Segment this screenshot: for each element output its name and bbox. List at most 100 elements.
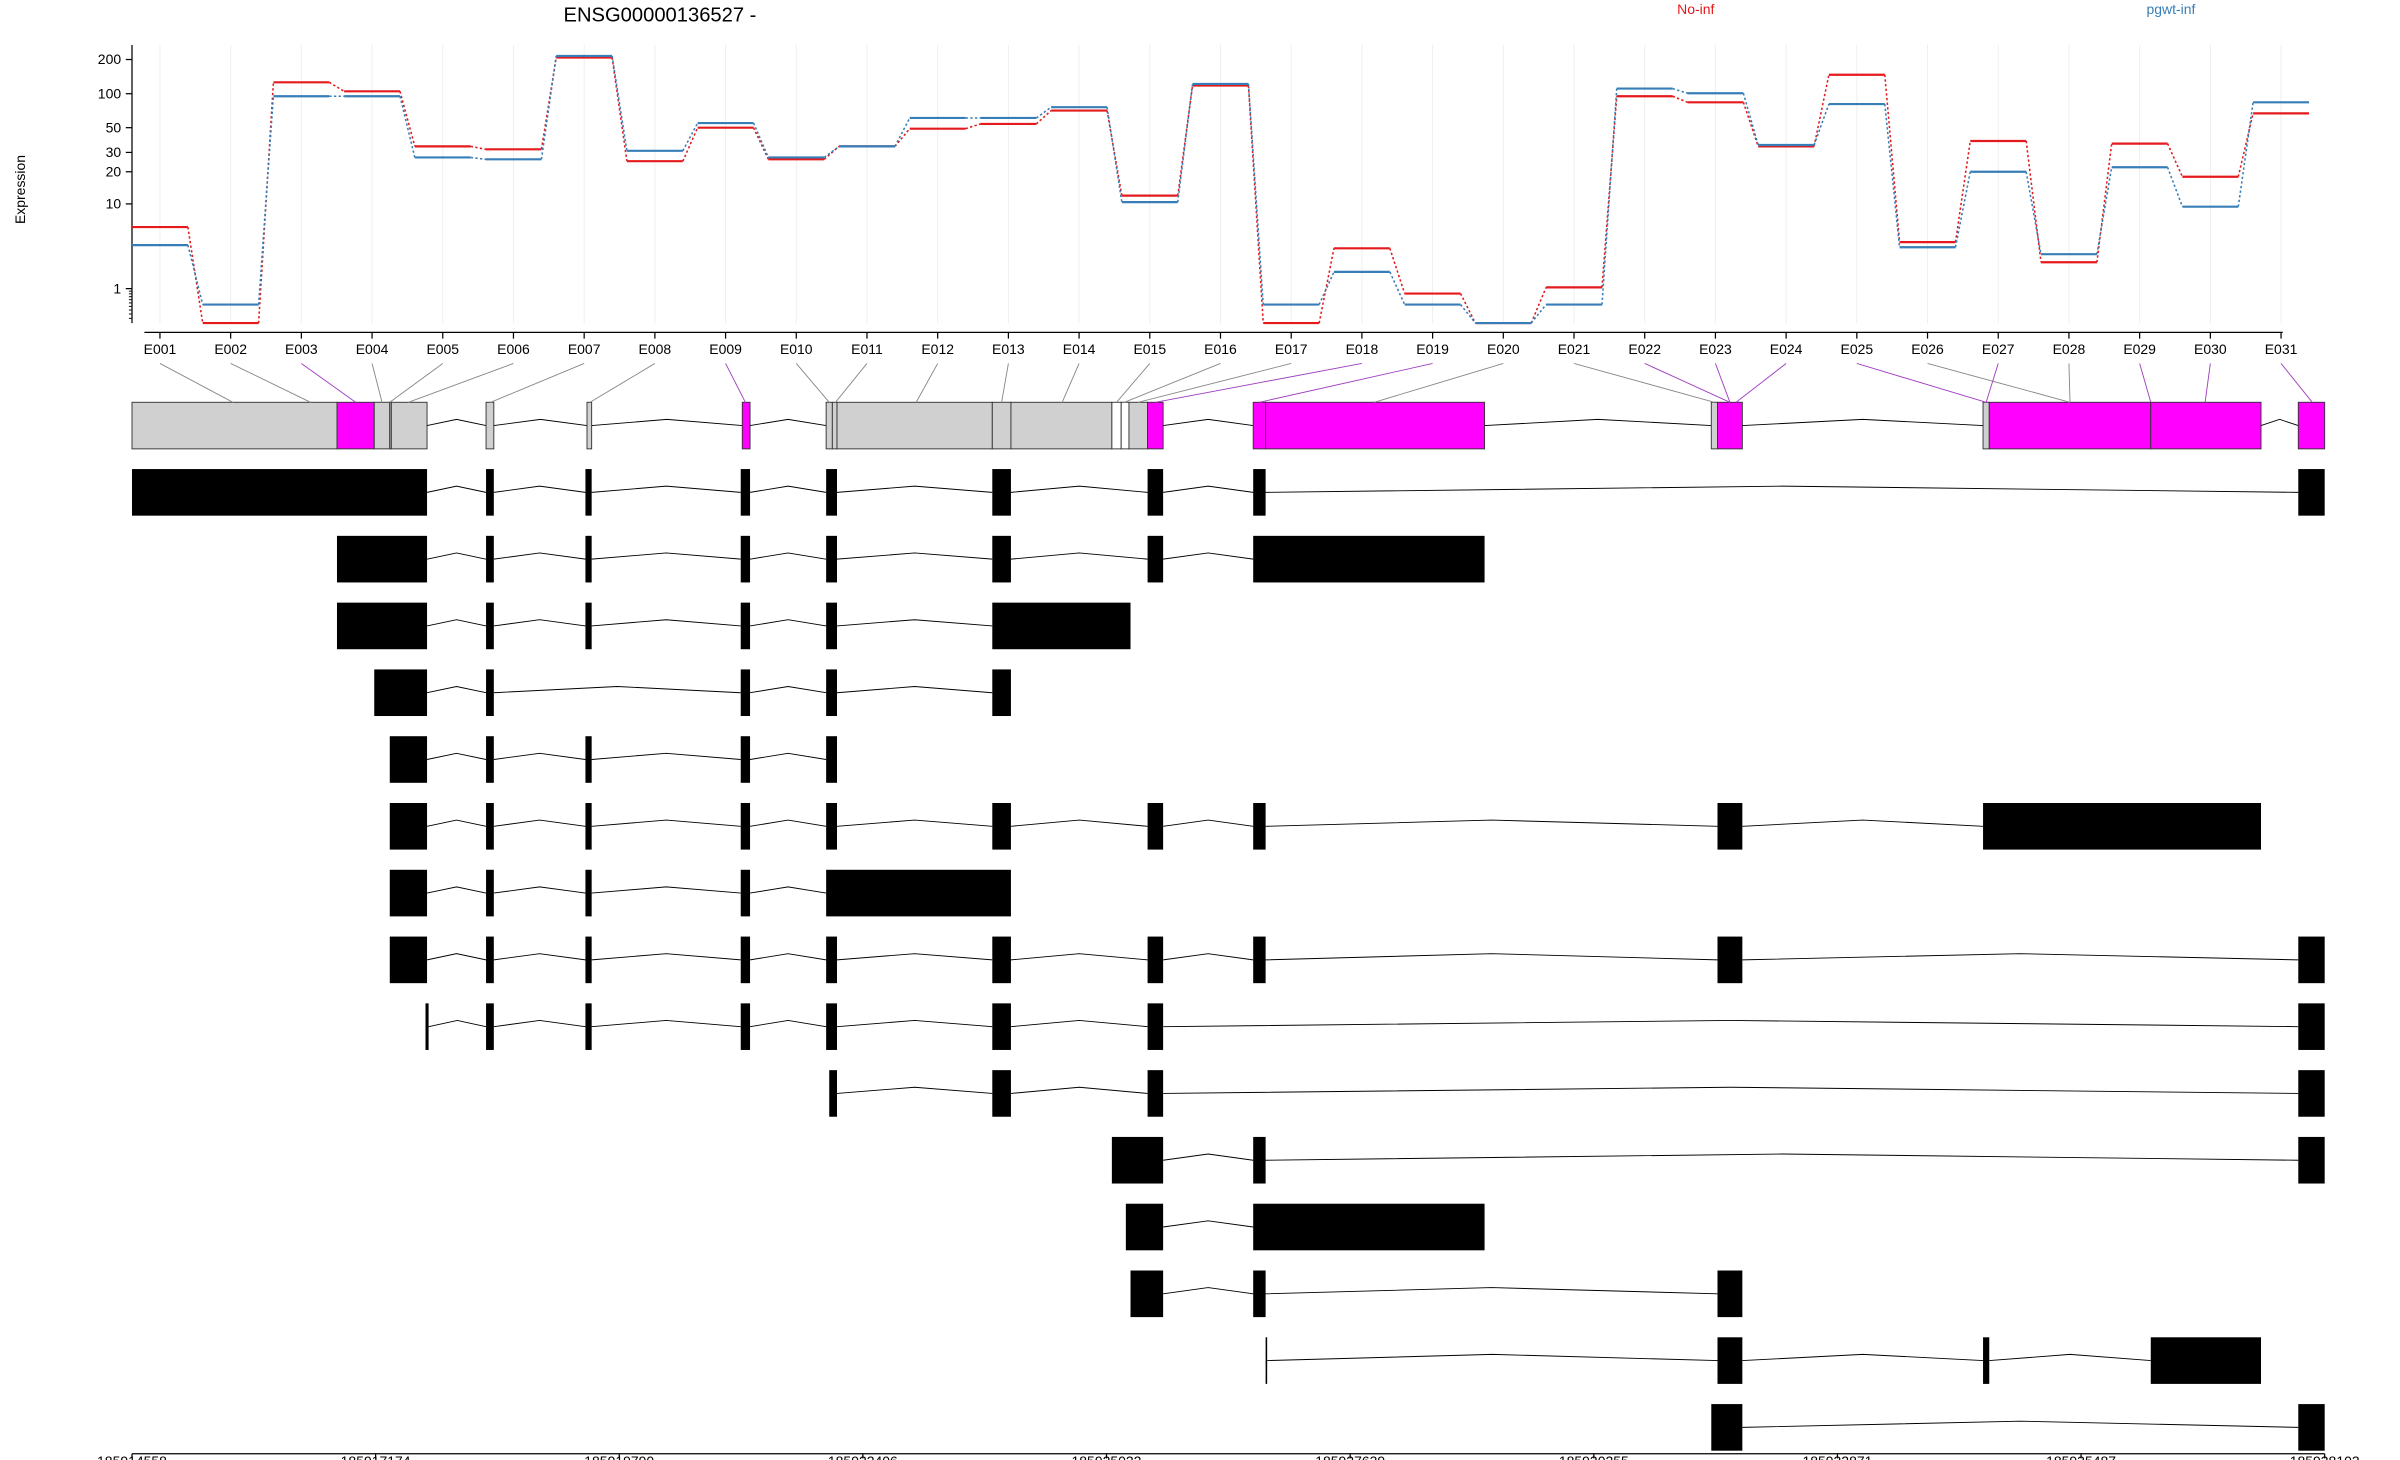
intron xyxy=(1265,953,1718,961)
intron xyxy=(1010,1019,1148,1028)
gene-model-exon xyxy=(2297,401,2326,450)
y-tick-label: 100 xyxy=(98,85,122,101)
transcript-exon xyxy=(1717,803,1743,850)
intron xyxy=(1265,1287,1718,1295)
y-tick-label: 200 xyxy=(98,51,122,67)
transcript-exon xyxy=(1111,1136,1164,1184)
gene-model-exon xyxy=(1147,401,1164,450)
x-tick-label: E015 xyxy=(1133,341,1166,357)
intron xyxy=(426,953,487,961)
transcript-exon xyxy=(1147,469,1164,516)
transcript-exon xyxy=(1147,1003,1164,1050)
x-tick-label: E026 xyxy=(1911,341,1944,357)
x-tick-label: E005 xyxy=(426,341,459,357)
transcript-exon xyxy=(1130,1270,1164,1318)
transcript-exon xyxy=(486,535,494,583)
transcript-exon xyxy=(829,1070,838,1117)
transcript-exon xyxy=(585,1003,592,1050)
gene-model-exon xyxy=(1982,401,1990,450)
y-tick-label: 10 xyxy=(106,196,122,212)
intron xyxy=(493,953,586,961)
exon-link xyxy=(230,363,311,403)
x-tick-label: E002 xyxy=(214,341,247,357)
genome-tick-label: 185917174 xyxy=(341,1453,411,1460)
intron xyxy=(749,953,827,961)
intron xyxy=(1989,1353,2151,1362)
intron xyxy=(591,953,741,961)
transcript-exon xyxy=(389,736,428,783)
transcript-exon xyxy=(740,469,751,516)
gene-model-exon xyxy=(1252,401,1267,450)
transcript-exon xyxy=(425,1003,429,1050)
transcript-exon xyxy=(992,469,1011,516)
genome-tick-label: 185925022 xyxy=(1072,1453,1142,1460)
intron xyxy=(836,552,993,560)
intron xyxy=(749,1019,827,1028)
exon-link xyxy=(915,363,939,403)
transcript-exon xyxy=(1253,469,1266,516)
x-tick-label: E013 xyxy=(992,341,1025,357)
transcript-exon xyxy=(992,1003,1011,1050)
x-tick-label: E025 xyxy=(1841,341,1874,357)
transcript-exon xyxy=(389,936,428,984)
transcript-exon xyxy=(826,936,838,984)
y-tick-label: 50 xyxy=(106,119,122,135)
intron xyxy=(426,819,487,827)
exon-link xyxy=(1374,363,1504,403)
intron xyxy=(749,819,827,827)
gene-model-exon xyxy=(586,401,593,450)
connector xyxy=(187,55,2254,324)
transcript-exon xyxy=(992,669,1011,717)
intron xyxy=(591,752,741,760)
transcript-exon xyxy=(1717,936,1743,984)
legend-label: No-inf xyxy=(1677,1,1714,17)
x-tick-label: E014 xyxy=(1063,341,1096,357)
exon-link xyxy=(1116,363,1151,403)
intron xyxy=(426,619,487,627)
intron xyxy=(591,819,741,827)
exon-link xyxy=(2280,363,2313,403)
intron xyxy=(426,886,487,894)
x-tick-label: E023 xyxy=(1699,341,1732,357)
transcript-exon xyxy=(486,669,494,717)
transcript-exon xyxy=(740,1003,751,1050)
intron xyxy=(1163,1220,1254,1228)
x-tick-label: E024 xyxy=(1770,341,1803,357)
intron xyxy=(591,485,741,493)
transcript-exon xyxy=(486,803,494,850)
transcript-exon xyxy=(740,803,751,850)
transcript-exon xyxy=(2298,1136,2325,1184)
transcript-exon xyxy=(486,936,494,984)
intron xyxy=(426,552,487,560)
exon-link xyxy=(1735,363,1787,403)
intron xyxy=(749,886,827,894)
x-tick-label: E007 xyxy=(568,341,601,357)
intron xyxy=(749,686,827,694)
exon-link xyxy=(2204,363,2211,403)
exon-link xyxy=(159,363,234,403)
intron xyxy=(749,485,827,493)
intron xyxy=(1163,485,1254,493)
gene-model-exon xyxy=(1988,401,2152,450)
gene-model-exon xyxy=(741,401,751,450)
x-tick-label: E008 xyxy=(639,341,672,357)
intron xyxy=(1163,819,1254,827)
intron xyxy=(1265,485,2299,493)
transcript-exon xyxy=(992,1070,1011,1117)
transcript-exon xyxy=(1147,535,1164,583)
transcript-exon xyxy=(389,803,428,850)
transcript-exon xyxy=(131,469,428,516)
x-tick-label: E012 xyxy=(921,341,954,357)
intron xyxy=(836,1019,993,1028)
transcript-exon xyxy=(486,469,494,516)
intron xyxy=(1742,819,1984,827)
x-tick-label: E011 xyxy=(851,341,883,357)
gene-model-exon xyxy=(1111,401,1122,450)
transcript-exon xyxy=(585,936,592,984)
intron xyxy=(591,619,741,627)
intron xyxy=(2260,418,2299,427)
x-tick-label: E022 xyxy=(1628,341,1661,357)
transcript-exon xyxy=(486,1003,494,1050)
transcript-exon xyxy=(1983,1337,1990,1384)
